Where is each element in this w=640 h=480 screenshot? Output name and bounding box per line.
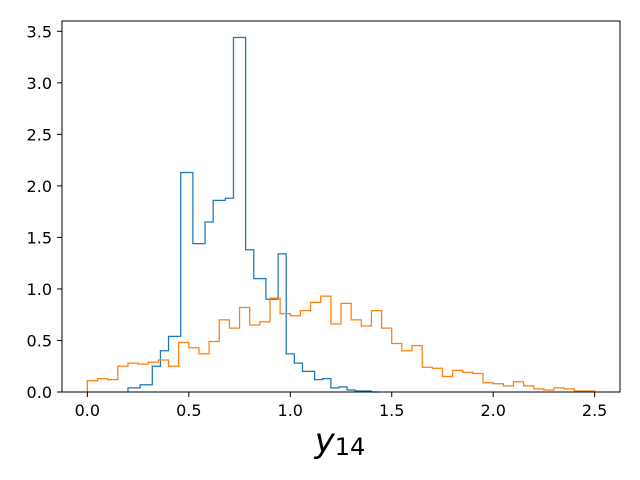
histogram-series-1 [127,36,380,393]
y-tick-label: 1.0 [27,280,52,299]
x-tick-label: 0.5 [176,401,201,420]
x-tick-label: 2.0 [480,401,505,420]
x-axis-ticks: 0.0 0.5 1.0 1.5 2.0 2.5 [75,392,607,420]
histogram-series-2 [86,295,596,392]
series-layer [86,36,596,393]
y-axis-ticks: 0.0 0.5 1.0 1.5 2.0 2.5 3.0 3.5 [27,22,62,402]
y-tick-label: 2.5 [27,125,52,144]
y-tick-label: 3.5 [27,22,52,41]
y-tick-label: 3.0 [27,74,52,93]
x-tick-label: 1.0 [278,401,303,420]
plot-frame [61,20,621,393]
x-tick-label: 2.5 [582,401,607,420]
x-axis-label: y14 [314,421,366,461]
y-tick-label: 0.0 [27,383,52,402]
y-tick-label: 0.5 [27,331,52,350]
x-tick-label: 0.0 [75,401,100,420]
plot-background [62,21,620,392]
y-tick-label: 2.0 [27,177,52,196]
x-axis-label-subscript: 14 [335,433,366,461]
x-axis-label-base: y [314,421,336,461]
y-tick-label: 1.5 [27,228,52,247]
x-tick-label: 1.5 [379,401,404,420]
